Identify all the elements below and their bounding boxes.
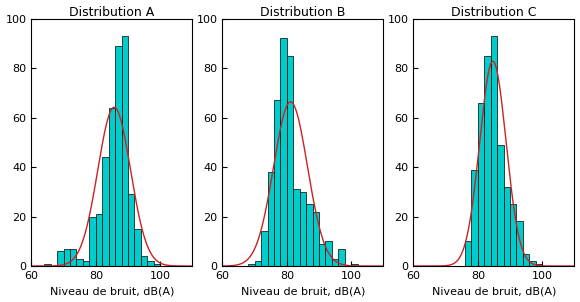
Bar (319, 244, 325, 266)
Bar (472, 169, 478, 266)
Bar (274, 100, 280, 266)
Bar (83, 261, 89, 266)
Bar (96, 214, 102, 266)
Bar (115, 46, 122, 266)
Bar (287, 56, 293, 266)
Bar (102, 157, 108, 266)
Bar (313, 212, 319, 266)
Bar (536, 264, 542, 266)
Bar (64, 249, 70, 266)
Bar (293, 189, 300, 266)
Bar (478, 103, 484, 266)
Bar (503, 187, 510, 266)
Bar (523, 254, 530, 266)
Bar (128, 194, 135, 266)
Bar (280, 38, 287, 266)
Bar (510, 204, 516, 266)
Bar (332, 259, 338, 266)
Title: Distribution C: Distribution C (451, 5, 536, 18)
Bar (44, 264, 50, 266)
Bar (351, 264, 358, 266)
Bar (306, 204, 313, 266)
Bar (57, 251, 64, 266)
Bar (267, 172, 274, 266)
X-axis label: Niveau de bruit, dB(A): Niveau de bruit, dB(A) (50, 286, 174, 297)
Bar (516, 221, 523, 266)
Bar (484, 56, 491, 266)
Bar (135, 229, 141, 266)
Bar (300, 192, 306, 266)
Bar (248, 264, 255, 266)
Bar (141, 256, 147, 266)
Bar (497, 145, 503, 266)
Bar (338, 249, 345, 266)
Title: Distribution A: Distribution A (69, 5, 154, 18)
Bar (77, 259, 83, 266)
Bar (261, 231, 267, 266)
Bar (89, 217, 96, 266)
Bar (491, 36, 497, 266)
Bar (70, 249, 77, 266)
X-axis label: Niveau de bruit, dB(A): Niveau de bruit, dB(A) (241, 286, 365, 297)
Bar (255, 261, 261, 266)
Bar (154, 264, 160, 266)
Bar (530, 261, 536, 266)
Title: Distribution B: Distribution B (260, 5, 346, 18)
X-axis label: Niveau de bruit, dB(A): Niveau de bruit, dB(A) (432, 286, 556, 297)
Bar (122, 36, 128, 266)
Bar (465, 241, 472, 266)
Bar (325, 241, 332, 266)
Bar (108, 108, 115, 266)
Bar (147, 261, 154, 266)
